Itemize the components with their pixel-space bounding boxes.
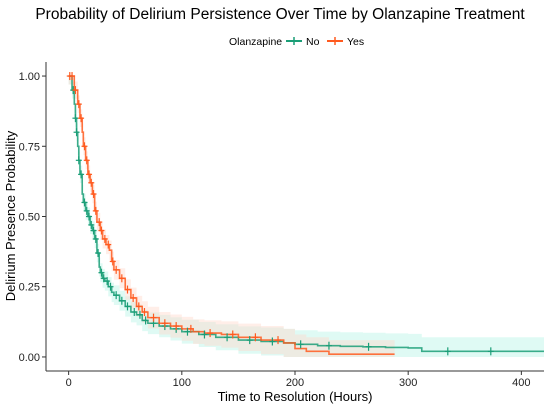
x-ticks: 0 100 200 300 400 bbox=[66, 371, 531, 389]
y-tick-label: 0.75 bbox=[19, 141, 40, 153]
legend-label-yes: Yes bbox=[347, 36, 364, 48]
y-tick-label: 0.00 bbox=[19, 352, 40, 364]
x-tick-label: 200 bbox=[286, 377, 304, 389]
x-tick-label: 0 bbox=[66, 377, 72, 389]
y-tick-label: 0.50 bbox=[19, 212, 40, 224]
y-ticks: 0.00 0.25 0.50 0.75 1.00 bbox=[19, 71, 46, 364]
censor-marks bbox=[66, 72, 494, 356]
x-tick-label: 300 bbox=[399, 377, 417, 389]
y-tick-label: 0.25 bbox=[19, 282, 40, 294]
x-tick-label: 100 bbox=[173, 377, 191, 389]
y-tick-label: 1.00 bbox=[19, 71, 40, 83]
legend-item-yes: Yes bbox=[327, 36, 364, 48]
x-axis-title: Time to Resolution (Hours) bbox=[218, 389, 373, 404]
legend-item-no: No bbox=[286, 36, 320, 48]
legend-title: Olanzapine bbox=[229, 36, 282, 48]
survival-line-yes bbox=[68, 75, 395, 355]
chart-title: Probability of Delirium Persistence Over… bbox=[35, 6, 525, 23]
plot-area bbox=[66, 72, 545, 357]
y-axis-title: Delirium Presence Probability bbox=[3, 130, 18, 301]
legend: Olanzapine No Yes bbox=[229, 36, 364, 48]
legend-label-no: No bbox=[306, 36, 320, 48]
confidence-band-yes bbox=[68, 76, 395, 357]
x-tick-label: 400 bbox=[512, 377, 530, 389]
